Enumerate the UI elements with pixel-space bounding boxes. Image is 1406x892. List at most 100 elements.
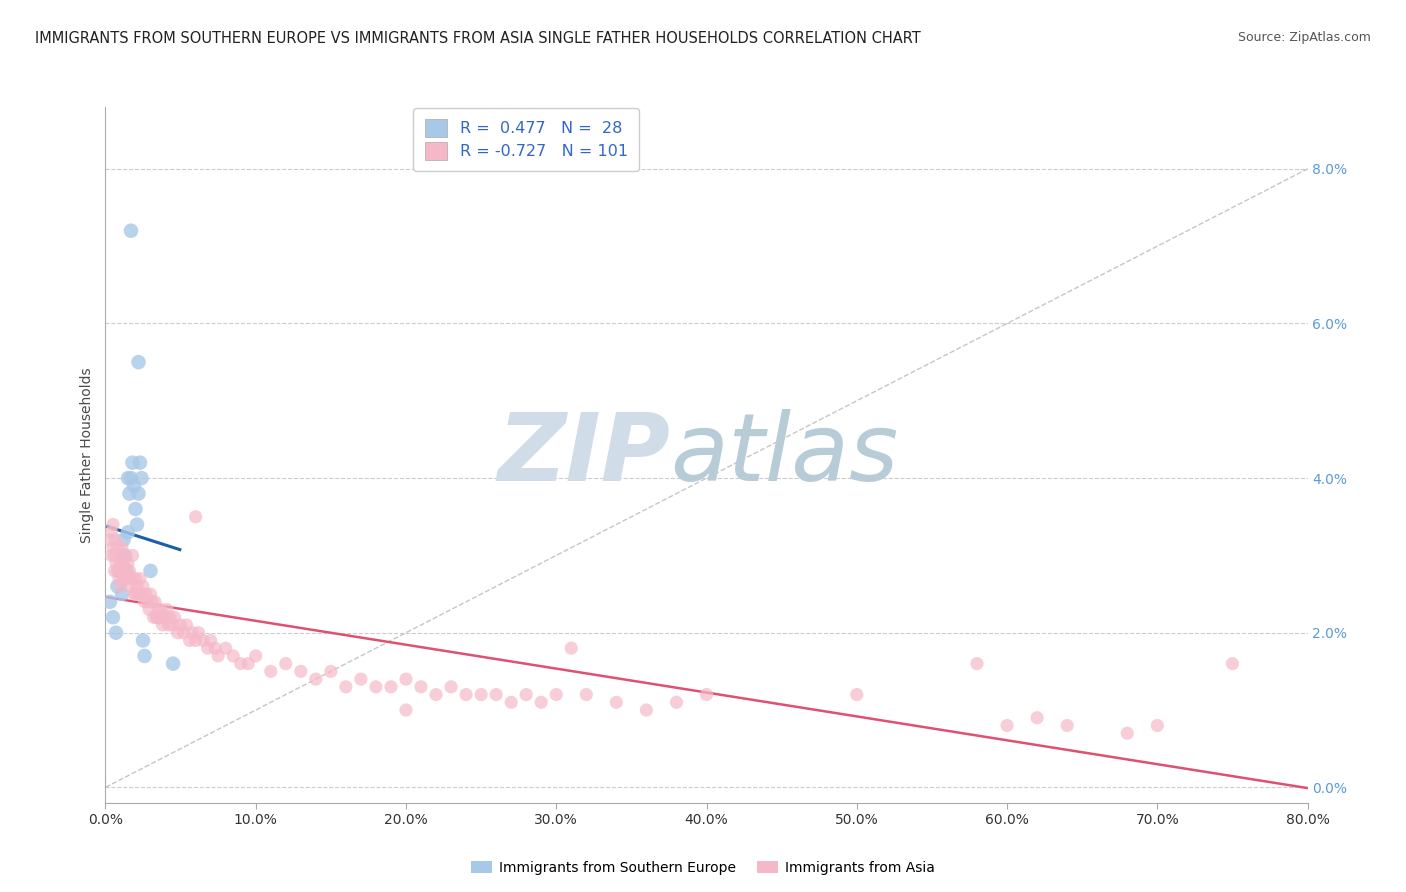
Point xyxy=(103,549,125,563)
Point xyxy=(395,672,418,686)
Point xyxy=(305,672,328,686)
Point xyxy=(98,533,121,547)
Point xyxy=(125,579,148,593)
Point xyxy=(101,517,124,532)
Point xyxy=(124,587,146,601)
Point xyxy=(191,633,214,648)
Point xyxy=(112,533,135,547)
Point xyxy=(129,456,152,470)
Point xyxy=(290,665,312,679)
Point xyxy=(184,509,207,524)
Point xyxy=(108,564,131,578)
Point xyxy=(141,595,163,609)
Point xyxy=(274,657,297,671)
Point xyxy=(187,625,209,640)
Point xyxy=(142,610,165,624)
Point xyxy=(139,564,162,578)
Point xyxy=(112,572,135,586)
Point xyxy=(162,657,184,671)
Point xyxy=(101,541,124,555)
Point xyxy=(107,564,129,578)
Point xyxy=(136,595,159,609)
Point xyxy=(229,657,252,671)
Point xyxy=(100,549,122,563)
Point xyxy=(121,549,143,563)
Point xyxy=(470,688,492,702)
Point xyxy=(395,703,418,717)
Point xyxy=(148,610,170,624)
Point xyxy=(1116,726,1139,740)
Point xyxy=(103,564,125,578)
Point xyxy=(124,502,146,516)
Point xyxy=(110,549,132,563)
Point xyxy=(222,648,245,663)
Point xyxy=(122,587,145,601)
Text: ZIP: ZIP xyxy=(498,409,671,501)
Point xyxy=(111,564,134,578)
Point xyxy=(605,695,627,709)
Point xyxy=(110,556,132,570)
Point xyxy=(131,587,153,601)
Point xyxy=(121,456,143,470)
Point xyxy=(207,648,229,663)
Text: Source: ZipAtlas.com: Source: ZipAtlas.com xyxy=(1237,31,1371,45)
Point xyxy=(696,688,718,702)
Point xyxy=(104,556,127,570)
Point xyxy=(104,533,127,547)
Point xyxy=(121,572,143,586)
Point xyxy=(132,579,155,593)
Point xyxy=(245,648,267,663)
Point xyxy=(117,471,139,485)
Point xyxy=(995,718,1018,732)
Text: IMMIGRANTS FROM SOUTHERN EUROPE VS IMMIGRANTS FROM ASIA SINGLE FATHER HOUSEHOLDS: IMMIGRANTS FROM SOUTHERN EUROPE VS IMMIG… xyxy=(35,31,921,46)
Point xyxy=(128,587,150,601)
Point xyxy=(108,572,131,586)
Y-axis label: Single Father Households: Single Father Households xyxy=(80,368,94,542)
Point xyxy=(146,602,169,616)
Point xyxy=(485,688,508,702)
Point xyxy=(1222,657,1244,671)
Point xyxy=(111,541,134,555)
Point xyxy=(155,610,177,624)
Point xyxy=(104,625,127,640)
Point xyxy=(152,618,174,632)
Point xyxy=(98,595,121,609)
Point xyxy=(143,595,166,609)
Point xyxy=(546,688,568,702)
Point xyxy=(319,665,342,679)
Point xyxy=(134,595,156,609)
Point xyxy=(454,688,477,702)
Point xyxy=(107,579,129,593)
Point xyxy=(150,602,173,616)
Point xyxy=(135,587,157,601)
Point xyxy=(134,648,156,663)
Point xyxy=(115,564,138,578)
Point xyxy=(238,657,260,671)
Point xyxy=(845,688,868,702)
Point xyxy=(114,572,136,586)
Legend: R =  0.477   N =  28, R = -0.727   N = 101: R = 0.477 N = 28, R = -0.727 N = 101 xyxy=(413,108,638,171)
Point xyxy=(146,610,169,624)
Point xyxy=(128,355,150,369)
Point xyxy=(166,625,188,640)
Point xyxy=(260,665,283,679)
Point xyxy=(117,525,139,540)
Point xyxy=(162,618,184,632)
Point xyxy=(118,564,141,578)
Point xyxy=(530,695,553,709)
Point xyxy=(966,657,988,671)
Point xyxy=(200,633,222,648)
Point xyxy=(101,610,124,624)
Point xyxy=(122,479,145,493)
Point xyxy=(156,602,179,616)
Point xyxy=(145,610,167,624)
Point xyxy=(117,572,139,586)
Point xyxy=(636,703,658,717)
Point xyxy=(409,680,432,694)
Point xyxy=(214,641,236,656)
Point xyxy=(515,688,537,702)
Text: atlas: atlas xyxy=(671,409,898,500)
Point xyxy=(139,587,162,601)
Point xyxy=(380,680,402,694)
Point xyxy=(112,556,135,570)
